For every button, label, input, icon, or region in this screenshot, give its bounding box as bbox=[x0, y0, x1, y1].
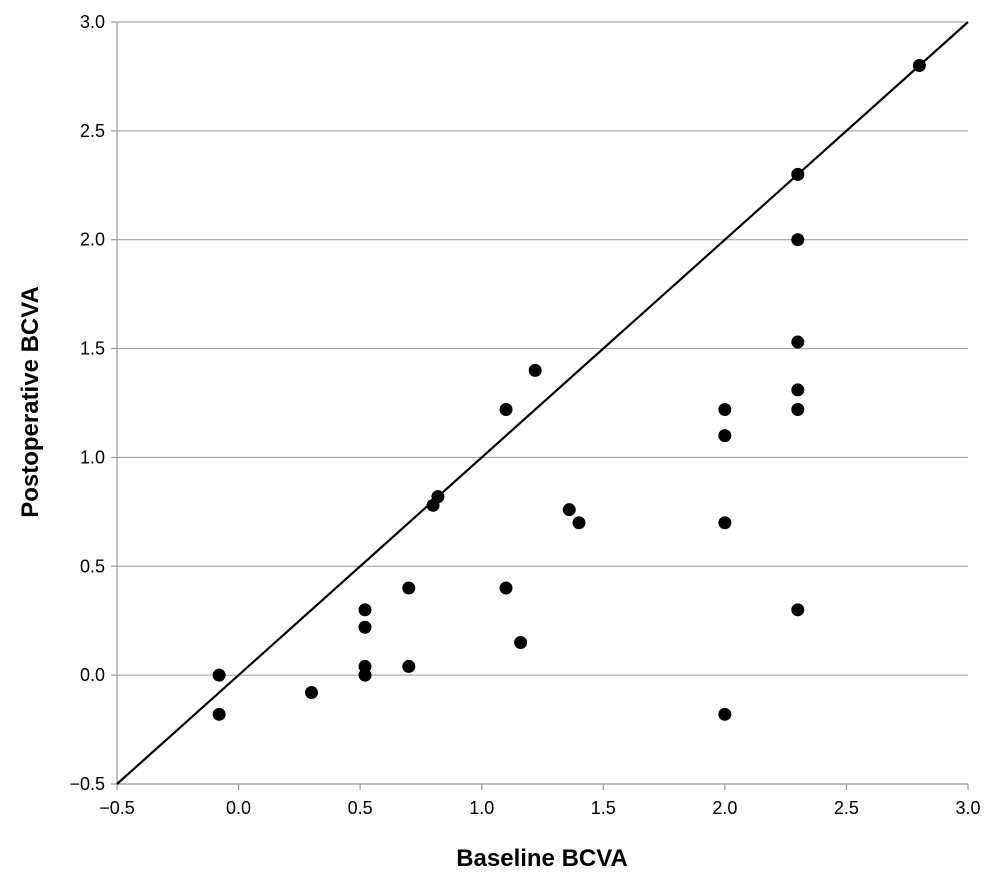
y-tick-label: 2.0 bbox=[80, 230, 105, 250]
data-point bbox=[718, 516, 732, 530]
data-point bbox=[718, 707, 732, 721]
y-tick-label: 0.5 bbox=[80, 556, 105, 576]
data-point bbox=[212, 668, 226, 682]
grid-layer bbox=[117, 21, 968, 676]
data-point bbox=[528, 363, 542, 377]
axis-layer bbox=[111, 21, 969, 790]
data-point bbox=[572, 516, 586, 530]
data-point bbox=[499, 403, 513, 417]
data-point bbox=[791, 233, 805, 247]
y-tick-label: 3.0 bbox=[80, 12, 105, 32]
y-tick-label: 2.5 bbox=[80, 121, 105, 141]
data-point bbox=[912, 59, 926, 73]
data-point bbox=[402, 581, 416, 595]
identity-line bbox=[116, 21, 969, 785]
data-point bbox=[791, 403, 805, 417]
x-tick-label: −0.5 bbox=[99, 798, 135, 818]
y-axis-title: Postoperative BCVA bbox=[17, 286, 44, 518]
x-tick-label: 3.0 bbox=[955, 798, 980, 818]
y-tick-label: 1.0 bbox=[80, 447, 105, 467]
data-points bbox=[212, 59, 926, 721]
y-tick-label: 0.0 bbox=[80, 665, 105, 685]
data-point bbox=[358, 668, 372, 682]
x-axis-title: Baseline BCVA bbox=[456, 845, 628, 872]
data-point bbox=[212, 707, 226, 721]
data-point bbox=[718, 403, 732, 417]
data-point bbox=[791, 335, 805, 349]
data-point bbox=[305, 686, 319, 700]
data-point bbox=[514, 635, 528, 649]
reference-line-layer bbox=[116, 21, 969, 785]
data-point bbox=[791, 603, 805, 617]
data-point bbox=[431, 490, 445, 504]
y-tick-labels: −0.5 0.0 0.5 1.0 1.5 2.0 2.5 3.0 bbox=[69, 12, 105, 794]
x-tick-label: 2.0 bbox=[712, 798, 737, 818]
data-point bbox=[562, 503, 576, 517]
x-tick-label: 2.5 bbox=[834, 798, 859, 818]
x-tick-label: 1.5 bbox=[591, 798, 616, 818]
data-point bbox=[358, 620, 372, 634]
x-tick-label: 0.5 bbox=[348, 798, 373, 818]
data-point bbox=[402, 659, 416, 673]
data-point bbox=[718, 429, 732, 443]
x-tick-label: 0.0 bbox=[226, 798, 251, 818]
data-point bbox=[499, 581, 513, 595]
y-tick-label: −0.5 bbox=[69, 774, 105, 794]
data-point bbox=[358, 603, 372, 617]
x-tick-labels: −0.5 0.0 0.5 1.0 1.5 2.0 2.5 3.0 bbox=[99, 798, 980, 818]
data-point bbox=[791, 383, 805, 397]
x-tick-label: 1.0 bbox=[469, 798, 494, 818]
data-point bbox=[791, 167, 805, 181]
y-tick-label: 1.5 bbox=[80, 339, 105, 359]
